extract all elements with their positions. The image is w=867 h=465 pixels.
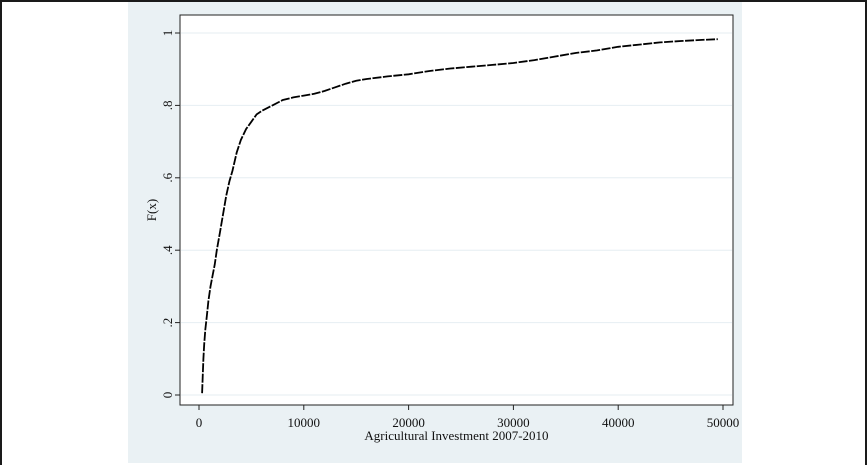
x-axis: 0 10000 20000 30000 40000 50000 [196, 405, 740, 430]
y-tick-label: .6 [160, 172, 175, 182]
y-tick-label: .2 [160, 318, 175, 328]
x-axis-title: Agricultural Investment 2007-2010 [364, 428, 548, 443]
x-tick-label: 20000 [392, 415, 425, 430]
x-tick-label: 30000 [497, 415, 530, 430]
y-axis-title: F(x) [144, 199, 159, 221]
y-tick-label: .4 [160, 245, 175, 255]
y-tick-label: 1 [160, 30, 175, 37]
x-tick-label: 0 [196, 415, 203, 430]
y-axis: 0 .2 .4 .6 .8 1 [160, 30, 180, 399]
cdf-series-line [201, 38, 718, 394]
x-tick-label: 40000 [602, 415, 635, 430]
y-tick-label: 0 [160, 392, 175, 399]
x-tick-label: 10000 [288, 415, 321, 430]
y-tick-label: .8 [160, 101, 175, 111]
plot-area [179, 14, 734, 406]
x-tick-label: 50000 [707, 415, 740, 430]
